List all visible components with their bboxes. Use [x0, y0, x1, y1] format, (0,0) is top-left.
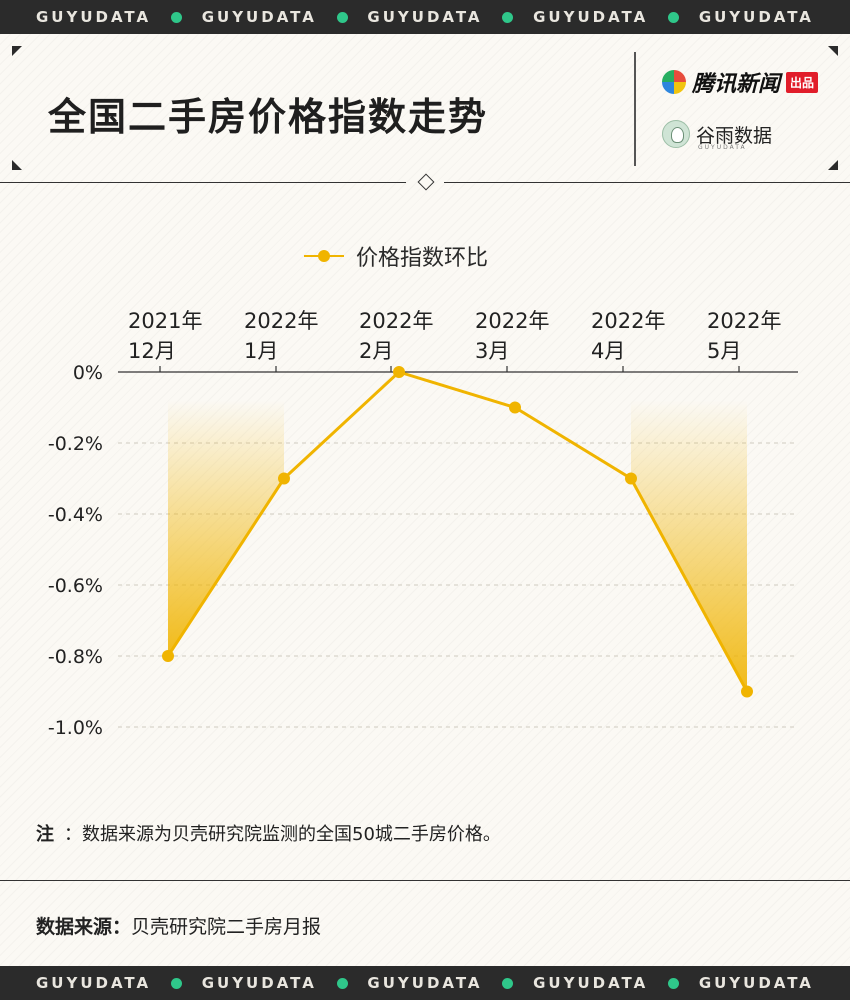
band-dot-icon	[502, 977, 514, 989]
area-fill	[631, 400, 747, 692]
x-tick-label: 2月	[359, 339, 393, 363]
x-tick-label: 2022年	[475, 309, 549, 333]
y-tick-label: -0.2%	[48, 433, 103, 455]
footer-rule	[0, 880, 850, 881]
band-text: GUYUDATA	[36, 8, 152, 26]
bottom-brand-band: GUYUDATA GUYUDATA GUYUDATA GUYUDATA GUYUDATA	[0, 966, 850, 1000]
band-text: GUYUDATA	[698, 974, 814, 992]
x-tick-label: 2022年	[591, 309, 665, 333]
x-tick-label: 4月	[591, 339, 625, 363]
series-line	[166, 370, 749, 693]
x-tick-label: 5月	[707, 339, 741, 363]
band-dot-icon	[502, 11, 514, 23]
line-chart: 2021年 12月 2022年 1月 2022年 2月 2022年 3月 2022年 4月 2022…	[48, 309, 798, 739]
chart-legend: 价格指数环比	[304, 240, 488, 272]
x-tick-label: 12月	[128, 339, 176, 363]
data-source: 数据来源：贝壳研究院二手房月报	[36, 912, 321, 939]
source-label: 数据来源：	[36, 916, 132, 938]
chart-note: 注 ：数据来源为贝壳研究院监测的全国50城二手房价格。	[36, 820, 501, 846]
x-tick-label: 2022年	[359, 309, 433, 333]
y-tick-label: -0.6%	[48, 575, 103, 597]
band-dot-icon	[336, 977, 348, 989]
band-dot-icon	[668, 11, 680, 23]
x-tick-label: 2022年	[707, 309, 781, 333]
brand-guyu-data: 谷雨数据 GUYUDATA	[662, 120, 773, 151]
top-brand-band: GUYUDATA GUYUDATA GUYUDATA GUYUDATA GUYUDATA	[0, 0, 850, 34]
data-point	[393, 366, 405, 378]
band-text: GUYUDATA	[36, 974, 152, 992]
x-tick-label: 3月	[475, 339, 509, 363]
brand-primary-name: 腾讯新闻	[692, 72, 781, 97]
header: 全国二手房价格指数走势 腾讯新闻 出品 谷雨数据 GUYUDATA	[0, 34, 850, 184]
note-label: 注	[36, 824, 54, 845]
corner-decoration	[12, 160, 22, 170]
band-text: GUYUDATA	[533, 974, 649, 992]
brand-primary-tag: 出品	[786, 71, 819, 93]
chart-card: 全国二手房价格指数走势 腾讯新闻 出品 谷雨数据 GUYUDATA 价格指数环比	[0, 34, 850, 966]
x-tick-label: 2021年	[128, 309, 202, 333]
band-dot-icon	[170, 11, 182, 23]
x-tick-label: 2022年	[244, 309, 318, 333]
data-point	[162, 650, 174, 662]
legend-marker-icon	[304, 246, 344, 266]
band-text: GUYUDATA	[201, 8, 317, 26]
tencent-news-logo-icon	[662, 70, 686, 94]
source-text: 贝壳研究院二手房月报	[131, 916, 322, 938]
corner-decoration	[828, 46, 838, 56]
y-tick-label: -0.4%	[48, 504, 103, 526]
data-point	[625, 472, 637, 485]
header-divider	[634, 52, 636, 166]
y-tick-label: -1.0%	[48, 717, 103, 739]
band-dot-icon	[336, 11, 348, 23]
header-rule	[0, 182, 406, 183]
guyu-logo-icon	[662, 120, 690, 148]
brand-secondary-sub: GUYUDATA	[698, 144, 747, 151]
brand-secondary-name: 谷雨数据	[696, 124, 773, 147]
band-text: GUYUDATA	[533, 8, 649, 26]
band-text: GUYUDATA	[201, 974, 317, 992]
brand-tencent-news: 腾讯新闻 出品	[662, 66, 819, 98]
data-point	[278, 472, 290, 485]
y-tick-label: 0%	[73, 362, 103, 384]
page-title: 全国二手房价格指数走势	[48, 95, 489, 139]
y-tick-label: -0.8%	[48, 646, 103, 668]
band-dot-icon	[668, 977, 680, 989]
data-point	[741, 685, 753, 698]
area-fill	[168, 400, 284, 656]
header-rule	[444, 182, 850, 183]
legend-label: 价格指数环比	[356, 246, 489, 271]
corner-decoration	[12, 46, 22, 56]
corner-decoration	[828, 160, 838, 170]
x-tick-label: 1月	[244, 339, 278, 363]
band-text: GUYUDATA	[698, 8, 814, 26]
note-text: ：数据来源为贝壳研究院监测的全国50城二手房价格。	[64, 824, 501, 845]
band-text: GUYUDATA	[367, 974, 483, 992]
band-dot-icon	[170, 977, 182, 989]
data-point	[509, 401, 521, 414]
band-text: GUYUDATA	[367, 8, 483, 26]
